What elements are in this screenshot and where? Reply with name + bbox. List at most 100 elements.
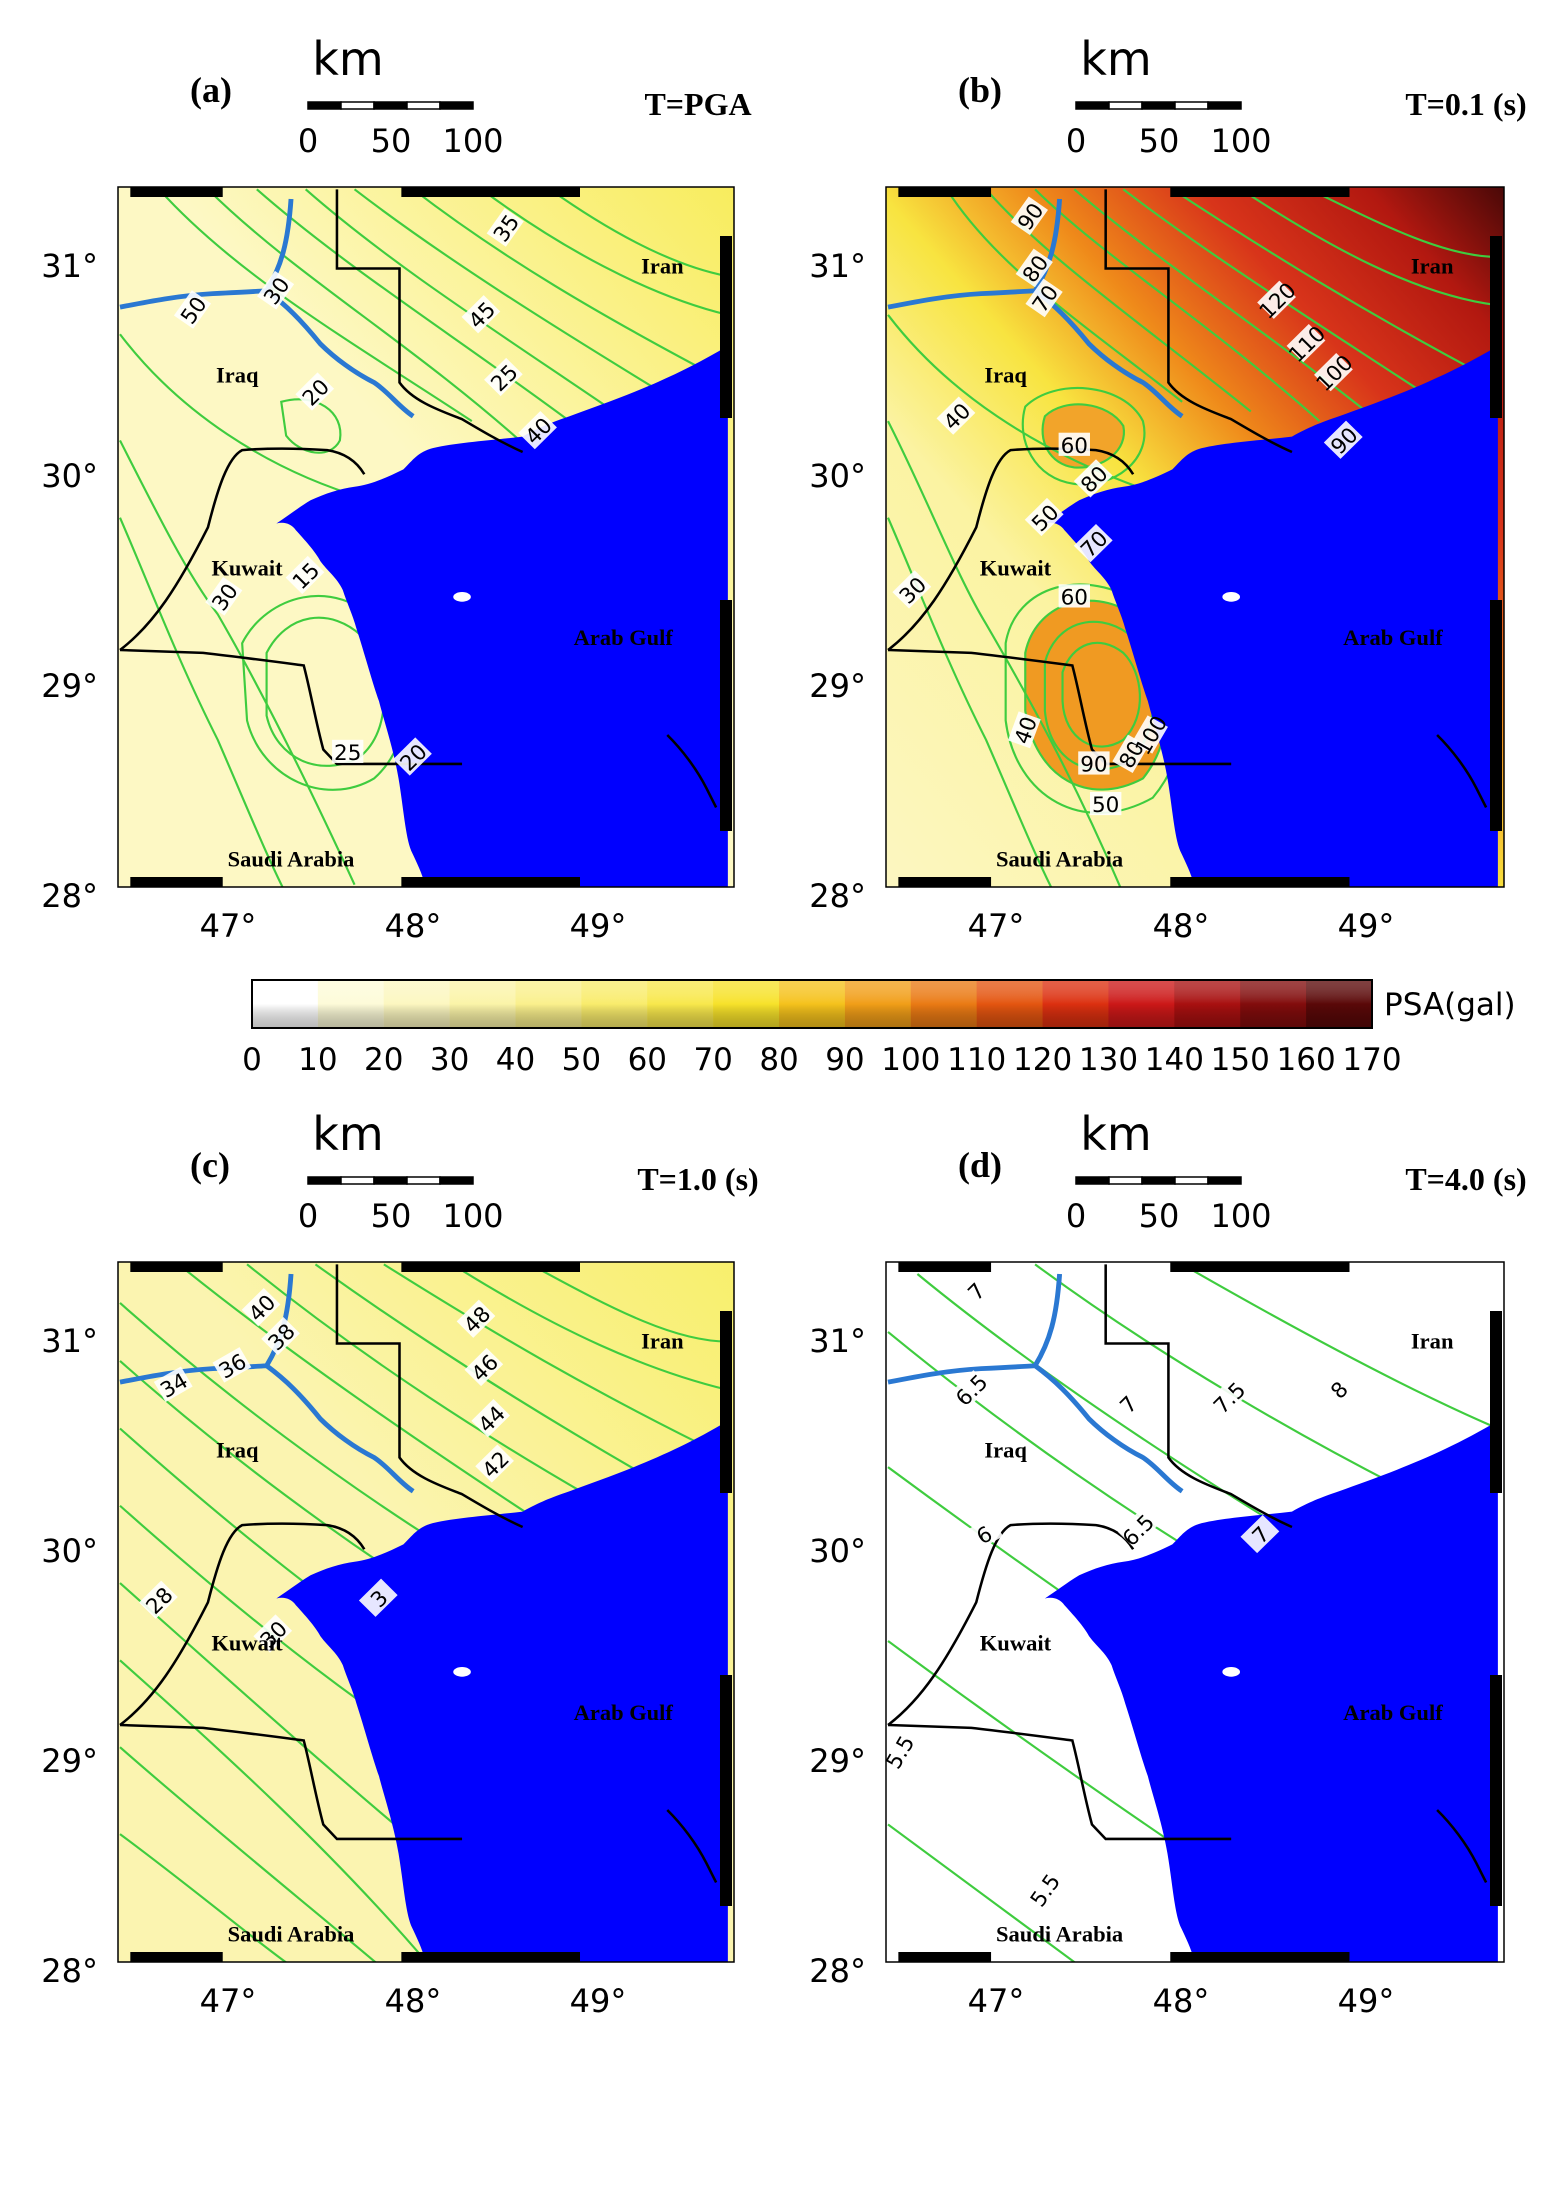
contour-line <box>256 188 571 422</box>
contour-line <box>887 1823 1076 1962</box>
lat-label: 28° <box>41 1952 98 1990</box>
lat-label: 30° <box>41 1532 98 1570</box>
contour-line <box>985 188 1252 413</box>
contour-label-bg <box>332 739 364 763</box>
period-label: T=1.0 (s) <box>637 1161 758 1197</box>
place-name: Iran <box>1411 1329 1454 1354</box>
colorbar-tick-label: 50 <box>562 1042 601 1078</box>
panel-label: (d) <box>958 1145 1002 1185</box>
colorbar-tick-label: 160 <box>1277 1042 1336 1078</box>
scale-tick-label: 50 <box>1139 1197 1180 1235</box>
place-name: Kuwait <box>980 556 1052 581</box>
contour-label-bg <box>1025 1870 1063 1909</box>
contour-label-bg <box>1073 459 1113 498</box>
sea <box>1044 1420 1498 1962</box>
contour-line <box>1240 188 1499 307</box>
colorbar-tick-label: 0 <box>242 1042 262 1078</box>
scale-tick-label: 100 <box>1210 122 1271 160</box>
scale-bar <box>307 1176 474 1185</box>
contour-line <box>916 1273 1311 1546</box>
contour-label-bg <box>295 372 335 411</box>
island <box>1222 1667 1241 1677</box>
contour-label-bg <box>393 737 432 776</box>
contour-label-bg <box>139 1580 178 1619</box>
country-border <box>119 648 463 766</box>
contour-label-bg <box>892 570 932 609</box>
period-label: T=4.0 (s) <box>1405 1161 1526 1197</box>
country-border <box>887 1723 1232 1841</box>
contour-line <box>1171 188 1499 384</box>
contour-label-bg <box>956 1271 995 1310</box>
country-border <box>119 447 366 651</box>
map-frame <box>885 186 1505 888</box>
lat-label: 31° <box>809 1322 866 1360</box>
lat-label: 28° <box>41 877 98 915</box>
contour-label-bg <box>1024 497 1064 537</box>
lon-label: 48° <box>385 907 442 945</box>
scale-title: km <box>1080 1107 1151 1161</box>
contour-label: 50 <box>1089 791 1122 818</box>
scale-tick-label: 50 <box>371 1197 412 1235</box>
colorbar-tick-label: 30 <box>430 1042 469 1078</box>
panel-label: (c) <box>190 1145 230 1185</box>
contour-line <box>119 333 365 500</box>
colorbar-tick-label: 120 <box>1013 1042 1072 1078</box>
lat-label: 30° <box>809 1532 866 1570</box>
island <box>453 1667 471 1677</box>
scale-tick-label: 0 <box>298 1197 318 1235</box>
contour-line <box>119 1833 288 1962</box>
contour-label-bg <box>518 410 557 450</box>
lat-label: 30° <box>809 457 866 495</box>
lon-label: 48° <box>385 1982 442 2020</box>
scale-tick-label: 0 <box>1066 1197 1086 1235</box>
country-border <box>119 1522 366 1726</box>
place-name: Arab Gulf <box>1343 1700 1443 1725</box>
contour-line <box>480 188 729 316</box>
lat-label: 28° <box>809 877 866 915</box>
contour-label-bg <box>261 1316 300 1356</box>
contour-line <box>119 1659 428 1962</box>
lat-label: 29° <box>809 1742 866 1780</box>
contour-label-bg <box>1131 715 1168 754</box>
lat-label: 30° <box>41 457 98 495</box>
country-border <box>887 447 1135 651</box>
island <box>453 592 471 602</box>
lon-label: 47° <box>968 1982 1025 2020</box>
contour-line <box>887 420 1122 887</box>
scale-tick-label: 0 <box>298 122 318 160</box>
country-border <box>666 734 718 808</box>
country-border <box>887 1522 1135 1726</box>
contour-label: 25 <box>332 739 364 766</box>
contour-label-bg <box>153 1366 193 1402</box>
contour-label-bg <box>1025 278 1063 318</box>
contour-line <box>353 188 678 403</box>
scale-bar <box>1075 1176 1242 1185</box>
scale-tick-label: 100 <box>442 1197 503 1235</box>
place-name: Iran <box>1411 254 1454 279</box>
island <box>1222 592 1241 602</box>
contour-label-text: 90 <box>1080 753 1107 778</box>
colorbar-tick-label: 70 <box>693 1042 732 1078</box>
lat-label: 29° <box>41 667 98 705</box>
contour-label: 60 <box>1058 584 1090 611</box>
scale-tick-label: 50 <box>1139 122 1180 160</box>
lat-label: 29° <box>41 1742 98 1780</box>
map-frame <box>117 1261 735 1963</box>
contour-label-bg <box>212 1347 252 1383</box>
colorbar-tick-label: 110 <box>947 1042 1006 1078</box>
contour-line <box>207 188 532 451</box>
contour-label-bg <box>461 295 501 334</box>
place-name: Saudi Arabia <box>228 1921 355 1946</box>
contour-label-bg <box>936 396 976 435</box>
map-frame <box>117 186 735 888</box>
contour-line <box>1021 387 1146 486</box>
contour-label-bg <box>1058 432 1090 456</box>
contour-label-bg <box>886 1732 917 1771</box>
colorbar-tick-label: 80 <box>759 1042 798 1078</box>
country-border <box>887 648 1232 766</box>
lat-label: 28° <box>809 1952 866 1990</box>
colorbar-tick-label: 130 <box>1079 1042 1138 1078</box>
scale-tick-label: 100 <box>442 122 503 160</box>
contour-label-bg <box>486 208 524 247</box>
